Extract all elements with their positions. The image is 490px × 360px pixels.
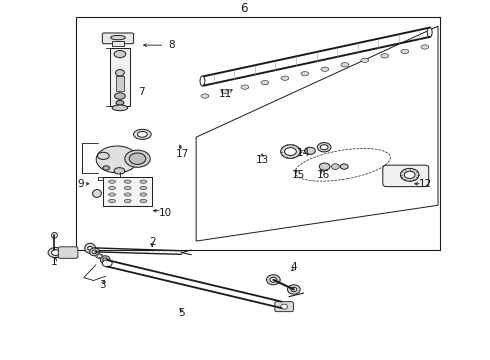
Text: 15: 15 (292, 170, 305, 180)
Ellipse shape (401, 49, 409, 54)
Bar (112, 41, 124, 45)
Text: 3: 3 (99, 280, 106, 290)
Ellipse shape (125, 150, 150, 167)
Ellipse shape (51, 250, 59, 256)
Bar (76, 17, 441, 250)
Ellipse shape (200, 76, 205, 86)
Text: 10: 10 (159, 208, 172, 218)
Ellipse shape (93, 189, 101, 197)
Text: 2: 2 (149, 237, 155, 247)
Ellipse shape (98, 255, 101, 257)
Ellipse shape (267, 275, 280, 285)
Ellipse shape (96, 146, 138, 173)
Ellipse shape (88, 247, 93, 250)
Ellipse shape (301, 72, 309, 76)
Ellipse shape (261, 81, 269, 85)
Ellipse shape (291, 287, 297, 292)
Ellipse shape (92, 250, 97, 254)
Ellipse shape (341, 63, 349, 67)
Ellipse shape (320, 145, 328, 150)
Ellipse shape (114, 168, 125, 174)
Ellipse shape (201, 94, 209, 98)
Ellipse shape (361, 58, 369, 63)
Ellipse shape (102, 260, 112, 267)
Text: 1: 1 (51, 257, 58, 266)
Ellipse shape (109, 186, 116, 190)
FancyBboxPatch shape (275, 302, 294, 312)
Text: 14: 14 (297, 148, 310, 158)
Ellipse shape (103, 258, 108, 261)
Ellipse shape (124, 186, 131, 190)
Ellipse shape (241, 85, 249, 89)
FancyBboxPatch shape (102, 33, 134, 44)
Text: 6: 6 (240, 3, 248, 15)
Bar (116, 76, 124, 91)
Ellipse shape (270, 277, 277, 282)
Ellipse shape (129, 153, 146, 165)
Ellipse shape (90, 248, 99, 256)
Ellipse shape (109, 180, 116, 183)
Bar (103, 177, 152, 206)
Ellipse shape (281, 76, 289, 80)
Ellipse shape (331, 164, 339, 170)
Text: 4: 4 (291, 262, 297, 272)
Ellipse shape (109, 193, 116, 196)
Ellipse shape (48, 248, 63, 257)
Text: 13: 13 (255, 156, 269, 166)
FancyBboxPatch shape (383, 165, 429, 186)
Ellipse shape (318, 143, 331, 152)
Ellipse shape (319, 163, 330, 170)
Bar (110, 48, 130, 107)
Ellipse shape (285, 148, 296, 156)
FancyBboxPatch shape (58, 247, 78, 258)
Ellipse shape (400, 168, 419, 181)
Text: 5: 5 (178, 309, 185, 319)
Text: 9: 9 (77, 179, 84, 189)
Ellipse shape (115, 93, 125, 99)
Ellipse shape (421, 45, 429, 49)
Text: 11: 11 (219, 89, 232, 99)
Ellipse shape (281, 145, 300, 158)
Ellipse shape (85, 243, 96, 253)
Ellipse shape (109, 199, 116, 203)
Ellipse shape (51, 233, 57, 238)
Ellipse shape (140, 186, 147, 190)
Ellipse shape (427, 27, 432, 37)
Ellipse shape (140, 180, 147, 183)
Ellipse shape (124, 199, 131, 203)
Ellipse shape (100, 256, 110, 264)
Text: 12: 12 (419, 179, 432, 189)
Ellipse shape (140, 193, 147, 196)
Ellipse shape (288, 285, 300, 294)
Ellipse shape (134, 129, 151, 139)
Ellipse shape (138, 131, 147, 137)
Ellipse shape (116, 100, 124, 105)
Ellipse shape (340, 164, 348, 169)
Text: 8: 8 (169, 40, 175, 50)
Ellipse shape (305, 147, 316, 154)
Ellipse shape (98, 152, 109, 159)
Ellipse shape (124, 180, 131, 183)
Ellipse shape (404, 171, 415, 179)
Ellipse shape (111, 36, 125, 40)
Ellipse shape (140, 199, 147, 203)
Ellipse shape (96, 254, 103, 258)
Text: 16: 16 (317, 170, 330, 180)
Ellipse shape (114, 50, 126, 58)
Ellipse shape (381, 54, 389, 58)
Text: 17: 17 (176, 149, 189, 159)
Ellipse shape (116, 69, 124, 76)
Ellipse shape (221, 89, 229, 94)
Ellipse shape (281, 304, 288, 309)
Ellipse shape (124, 193, 131, 196)
Ellipse shape (321, 67, 329, 71)
Text: 7: 7 (138, 87, 145, 98)
Ellipse shape (112, 105, 128, 111)
Ellipse shape (103, 166, 110, 170)
